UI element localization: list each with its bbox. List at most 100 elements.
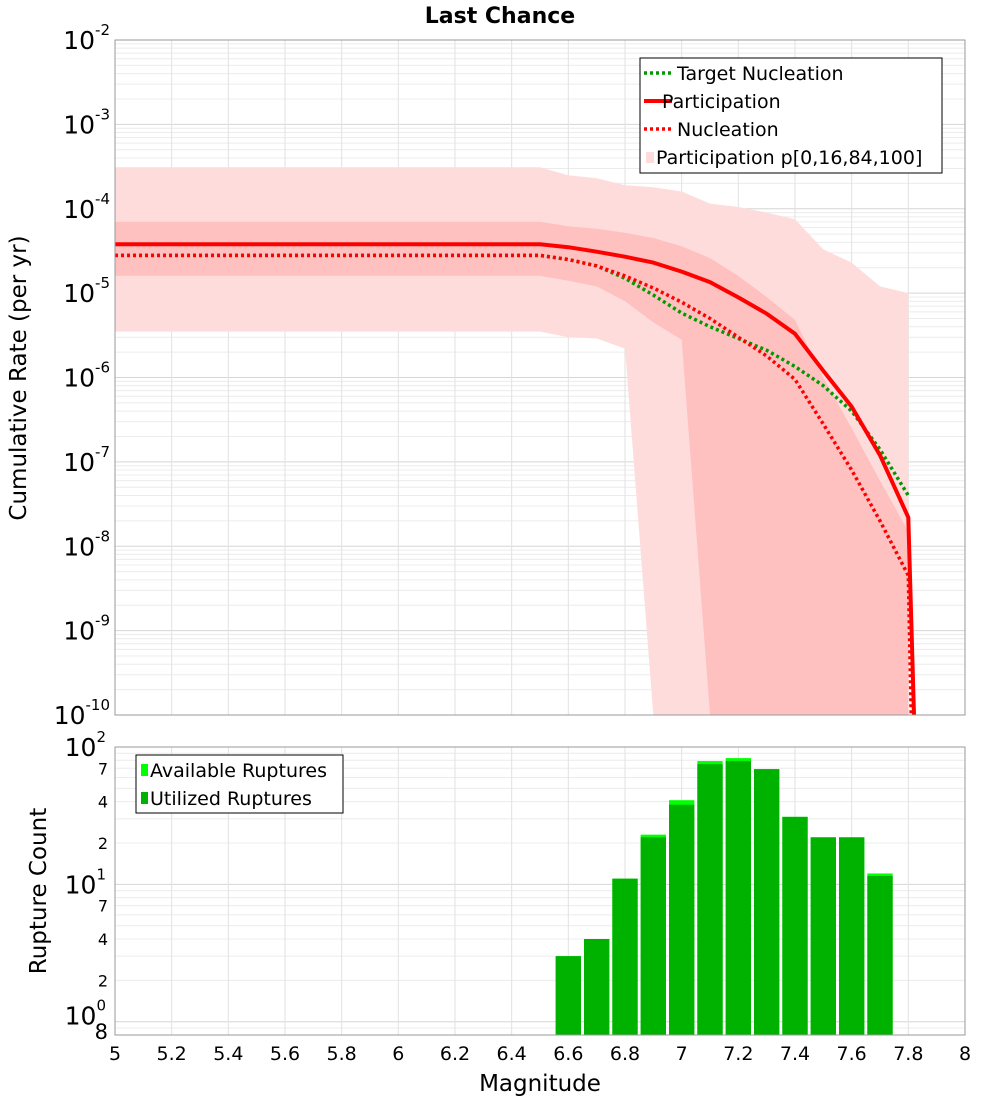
bar-utilized (839, 837, 865, 1035)
y-tick-exponent: -4 (95, 190, 110, 208)
y-tick-label: 102 (65, 728, 106, 762)
y-tick-base: 10 (63, 617, 95, 646)
legend-label: Participation (662, 91, 781, 113)
x-axis-label: Magnitude (479, 1071, 601, 1097)
y-tick-base: 10 (65, 733, 97, 762)
band-p16-p84 (115, 221, 909, 716)
participation-bands (115, 167, 909, 716)
y-minor-tick-label: 2 (98, 971, 108, 990)
x-tick-label: 5.6 (270, 1043, 300, 1065)
legend-swatch (141, 792, 148, 804)
x-tick-label: 6.2 (440, 1043, 470, 1065)
x-tick-label: 5.4 (213, 1043, 243, 1065)
y-tick-exponent: -3 (95, 105, 110, 123)
y-tick-exponent: -9 (95, 612, 110, 630)
count-x-ticks: 5 5.2 5.4 5.6 5.8 6 6.2 6.4 6.6 6.8 7 7.2 7.4 7.6 7.8 8 (109, 1043, 971, 1065)
y-minor-tick-label: 4 (98, 930, 108, 949)
bar-utilized (584, 939, 610, 1035)
bar-utilized (754, 769, 780, 1035)
legend-label: Nucleation (677, 119, 779, 141)
legend-item-participation-band: Participation p[0,16,84,100] (646, 147, 922, 169)
y-tick-label: 10-8 (63, 527, 110, 561)
y-tick-label: 10-10 (54, 696, 110, 730)
bar-utilized (725, 761, 751, 1035)
bar-utilized (810, 837, 836, 1035)
x-tick-label: 5 (109, 1043, 121, 1065)
x-tick-label: 6.6 (553, 1043, 583, 1065)
y-tick-exponent: -8 (95, 527, 110, 545)
legend-swatch (141, 764, 148, 776)
y-tick-exponent: 2 (96, 728, 106, 746)
x-tick-label: 5.2 (157, 1043, 187, 1065)
x-tick-label: 7 (676, 1043, 688, 1065)
x-tick-label: 5.8 (327, 1043, 357, 1065)
y-tick-base: 10 (63, 532, 95, 561)
x-tick-label: 6 (392, 1043, 404, 1065)
x-tick-label: 6.4 (497, 1043, 527, 1065)
y-minor-tick-label: 7 (98, 897, 108, 916)
legend-item-available-ruptures: Available Ruptures (141, 760, 327, 782)
legend-item-participation: Participation (644, 91, 781, 113)
y-tick-label: 10-9 (63, 612, 110, 646)
count-plot-frame (114, 746, 966, 1036)
y-tick-label: 10-3 (63, 105, 110, 139)
x-tick-label: 8 (959, 1043, 971, 1065)
bar-utilized (555, 956, 581, 1035)
y-minor-tick-label: 8 (95, 1020, 108, 1044)
x-tick-label: 7.8 (893, 1043, 923, 1065)
x-tick-label: 7.6 (837, 1043, 867, 1065)
y-tick-exponent: -5 (95, 274, 110, 292)
rate-legend: Target Nucleation Participation Nucleation… (639, 57, 943, 174)
rate-plot-frame (114, 39, 966, 716)
y-minor-tick-label: 4 (98, 793, 108, 812)
y-tick-exponent: -2 (95, 21, 110, 39)
rate-y-axis-label: Cumulative Rate (per yr) (6, 235, 32, 520)
rate-panel: 10-210-310-410-510-610-710-810-910-10 Ta… (54, 21, 966, 730)
x-tick-label: 7.4 (780, 1043, 810, 1065)
count-bars (555, 758, 893, 1035)
y-tick-exponent: -7 (95, 443, 110, 461)
nucleation-line (115, 253, 913, 716)
y-minor-tick-label: 2 (98, 834, 108, 853)
y-tick-exponent: 1 (96, 865, 106, 883)
count-y-axis-label: Rupture Count (26, 808, 52, 974)
legend-box (639, 57, 943, 174)
y-tick-label: 100 (65, 997, 106, 1031)
legend-item-target-nucleation: Target Nucleation (644, 63, 844, 85)
legend-label: Participation p[0,16,84,100] (656, 147, 922, 169)
bar-utilized (612, 878, 638, 1035)
y-tick-label: 10-4 (63, 190, 110, 224)
y-tick-base: 10 (63, 448, 95, 477)
rate-y-ticks: 10-210-310-410-510-610-710-810-910-10 (54, 21, 110, 730)
legend-item-nucleation: Nucleation (644, 119, 779, 141)
x-tick-label: 6.8 (610, 1043, 640, 1065)
y-tick-base: 10 (63, 26, 95, 55)
y-tick-label: 10-2 (63, 21, 110, 55)
bar-utilized (697, 764, 723, 1035)
bar-utilized (782, 816, 808, 1035)
legend-label: Utilized Ruptures (150, 788, 312, 810)
legend-swatch (646, 152, 654, 163)
y-tick-label: 10-7 (63, 443, 110, 477)
bar-utilized (867, 876, 893, 1035)
legend-label: Available Ruptures (150, 760, 327, 782)
legend-item-utilized-ruptures: Utilized Ruptures (141, 788, 312, 810)
y-tick-base: 10 (63, 110, 95, 139)
y-tick-label: 101 (65, 865, 106, 899)
rate-lines (115, 242, 916, 716)
y-tick-label: 10-6 (63, 359, 110, 393)
x-tick-label: 7.2 (723, 1043, 753, 1065)
y-tick-exponent: 0 (96, 997, 106, 1015)
bar-utilized (669, 804, 695, 1035)
y-tick-base: 10 (63, 364, 95, 393)
bar-utilized (640, 837, 666, 1035)
y-tick-exponent: -10 (86, 696, 111, 714)
y-tick-base: 10 (63, 195, 95, 224)
y-tick-base: 10 (65, 1002, 97, 1031)
chart-title: Last Chance (425, 4, 575, 29)
y-minor-tick-label: 7 (98, 759, 108, 778)
participation-line (115, 242, 916, 716)
